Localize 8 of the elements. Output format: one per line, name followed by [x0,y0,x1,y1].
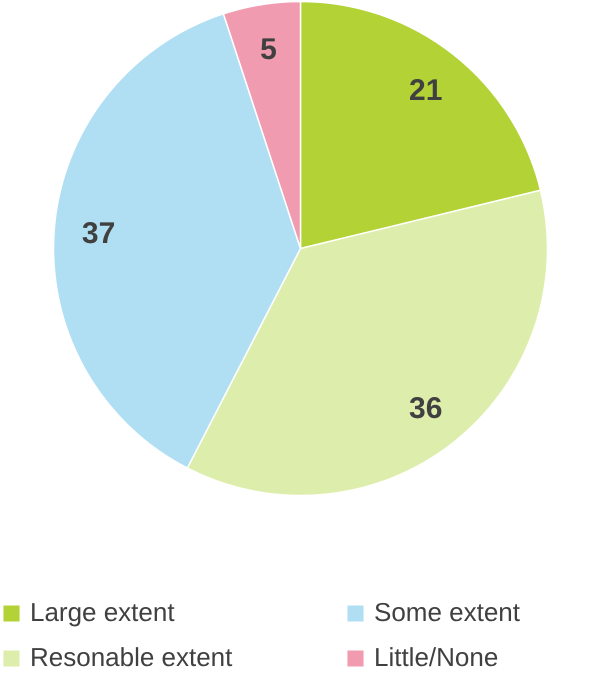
data-label: 37 [82,216,116,250]
legend-label: Large extent [30,597,176,628]
legend-label: Resonable extent [30,642,234,673]
data-label: 21 [409,74,442,107]
data-label: 36 [409,392,442,426]
legend-label: Little/None [374,642,500,673]
legend-label: Some extent [374,597,521,628]
data-label: 5 [260,33,277,66]
